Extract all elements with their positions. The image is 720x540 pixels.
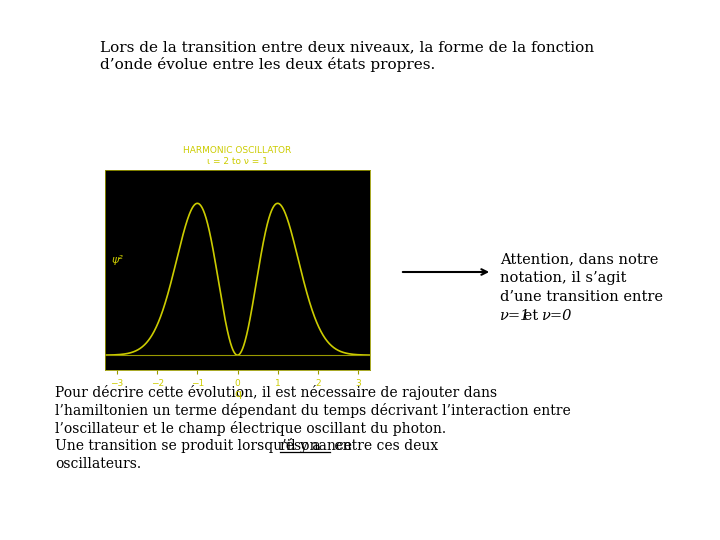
Text: ν=0: ν=0 (542, 309, 572, 323)
Text: Lors de la transition entre deux niveaux, la forme de la fonction: Lors de la transition entre deux niveaux… (100, 40, 594, 54)
Text: oscillateurs.: oscillateurs. (55, 457, 141, 471)
X-axis label: q: q (234, 389, 241, 400)
Text: l’oscillateur et le champ électrique oscillant du photon.: l’oscillateur et le champ électrique osc… (55, 421, 446, 436)
Text: résonance: résonance (280, 439, 353, 453)
Text: Pour décrire cette évolution, il est nécessaire de rajouter dans: Pour décrire cette évolution, il est néc… (55, 385, 497, 400)
Text: entre ces deux: entre ces deux (330, 439, 438, 453)
Title: HARMONIC OSCILLATOR
ι = 2 to ν = 1: HARMONIC OSCILLATOR ι = 2 to ν = 1 (184, 146, 292, 166)
Text: Attention, dans notre: Attention, dans notre (500, 252, 658, 266)
Text: d’onde évolue entre les deux états propres.: d’onde évolue entre les deux états propr… (100, 57, 436, 72)
Text: et: et (518, 309, 542, 323)
Text: notation, il s’agit: notation, il s’agit (500, 271, 626, 285)
Text: d’une transition entre: d’une transition entre (500, 290, 663, 304)
Text: Une transition se produit lorsqu’il y a: Une transition se produit lorsqu’il y a (55, 439, 325, 453)
Text: l’hamiltonien un terme dépendant du temps décrivant l’interaction entre: l’hamiltonien un terme dépendant du temp… (55, 403, 571, 418)
Text: ψ²: ψ² (111, 254, 123, 265)
Text: ν=1: ν=1 (500, 309, 531, 323)
